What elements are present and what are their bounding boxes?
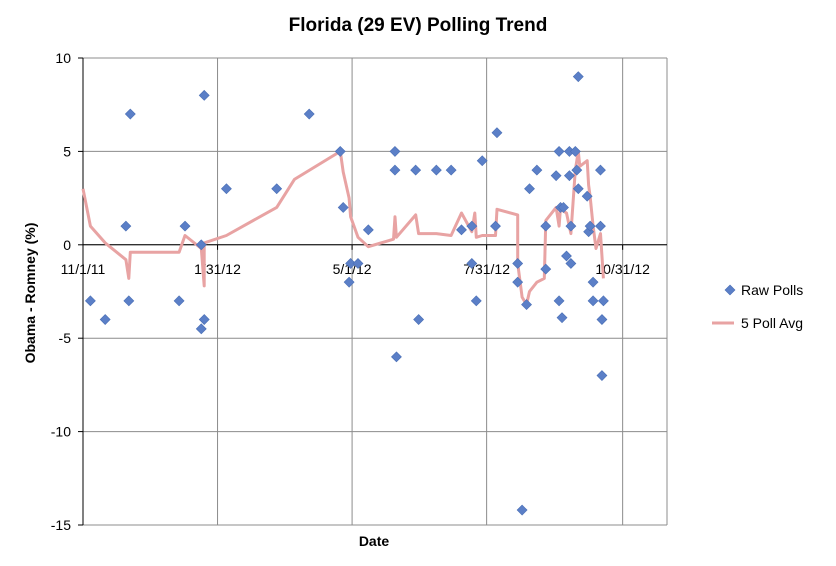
poll-point (124, 108, 136, 120)
poll-point (456, 224, 467, 236)
poll-point (430, 164, 442, 176)
poll-point (587, 295, 599, 307)
y-tick-label: -5 (59, 330, 72, 346)
legend-label-avg: 5 Poll Avg (741, 315, 803, 331)
poll-point (563, 170, 575, 182)
grid-lines (83, 57, 668, 526)
poll-point (596, 370, 608, 381)
poll-point (413, 314, 425, 325)
poll-point (516, 504, 528, 516)
poll-point (220, 183, 232, 195)
y-tick-label: 10 (55, 50, 71, 66)
poll-point (491, 127, 503, 139)
poll-point (540, 263, 552, 275)
poll-point (271, 183, 283, 195)
poll-point (572, 71, 584, 83)
poll-point (584, 220, 596, 232)
y-tick-label: -10 (51, 424, 71, 440)
poll-point (598, 295, 609, 307)
poll-point (173, 295, 185, 307)
legend-marker-raw-polls (724, 284, 736, 296)
x-tick-label: 10/31/12 (595, 261, 650, 277)
poll-point (595, 164, 606, 176)
series-layer (81, 71, 609, 516)
poll-point (595, 220, 606, 232)
poll-point (581, 190, 593, 202)
poll-point (337, 202, 349, 213)
poll-point (531, 164, 543, 176)
poll-point (550, 170, 562, 182)
poll-point (362, 224, 374, 236)
poll-point (466, 220, 478, 232)
poll-point (466, 258, 478, 269)
poll-point (470, 295, 482, 307)
y-axis-title: Obama - Romney (%) (22, 223, 38, 364)
poll-point (512, 258, 524, 269)
poll-point (524, 183, 535, 195)
x-axis-title: Date (359, 533, 390, 549)
poll-point (558, 202, 569, 213)
poll-point (198, 314, 210, 325)
poll-point (343, 276, 355, 288)
poll-point (512, 276, 524, 288)
poll-point (334, 145, 346, 157)
poll-point (553, 145, 565, 157)
poll-point (596, 314, 608, 325)
poll-point (198, 89, 210, 101)
y-tick-label: 0 (63, 237, 71, 253)
poll-point (556, 312, 568, 324)
poll-point (565, 258, 577, 269)
poll-point (84, 295, 96, 307)
poll-point (476, 155, 488, 167)
legend-label-raw-polls: Raw Polls (741, 282, 803, 298)
legend: Raw Polls 5 Poll Avg (712, 282, 803, 331)
poll-point (303, 108, 315, 120)
avg-line (81, 149, 605, 307)
poll-point (389, 164, 401, 176)
poll-point (410, 164, 422, 176)
poll-point (352, 258, 364, 269)
poll-point (123, 295, 135, 307)
poll-point (195, 239, 207, 251)
poll-point (195, 323, 207, 335)
poll-point (572, 183, 584, 195)
poll-point (553, 295, 565, 307)
y-tick-label: -15 (51, 517, 71, 533)
poll-point (540, 220, 552, 232)
poll-point (490, 220, 501, 232)
poll-point (561, 250, 572, 262)
x-tick-label: 1/31/12 (194, 261, 241, 277)
poll-point (445, 164, 457, 176)
poll-point (391, 351, 402, 363)
y-tick-label: 5 (63, 143, 71, 159)
poll-point (179, 220, 191, 232)
poll-point (571, 164, 583, 176)
poll-point (120, 220, 132, 232)
poll-point (565, 220, 577, 232)
poll-point (587, 276, 599, 288)
poll-point (389, 145, 401, 157)
poll-point (99, 314, 111, 325)
chart-title: Florida (29 EV) Polling Trend (289, 15, 548, 36)
poll-point (345, 258, 357, 269)
poll-point (569, 145, 581, 157)
poll-point (521, 299, 532, 311)
